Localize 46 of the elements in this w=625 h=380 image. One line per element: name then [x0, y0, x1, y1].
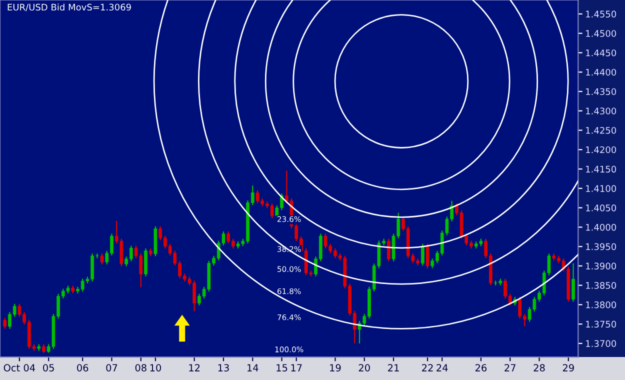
candlestick	[144, 248, 148, 277]
x-tick-label: 07	[106, 364, 118, 372]
x-tick-label: 15	[276, 364, 288, 372]
candlestick	[386, 238, 390, 262]
x-tick-label: 26	[475, 364, 487, 372]
y-tick-label: 1.4000	[586, 224, 616, 231]
y-tick-label: 1.3850	[586, 282, 616, 289]
y-tick-label: 1.4050	[586, 204, 616, 212]
x-tick-label: 17	[291, 364, 302, 372]
x-tick-label: 24	[436, 364, 448, 372]
y-tick-label: 1.3950	[586, 243, 616, 250]
y-tick-label: 1.4450	[586, 49, 616, 56]
x-tick-label: 13	[218, 364, 229, 372]
candlestick	[426, 243, 430, 269]
y-tick-label: 1.4500	[586, 30, 616, 37]
x-tick-label: 20	[358, 364, 370, 372]
x-tick-label: 22	[422, 364, 433, 372]
candlestick	[3, 317, 7, 330]
y-tick-label: 1.4550	[586, 10, 616, 18]
candlestick	[420, 243, 424, 266]
x-tick-label: Oct 04	[4, 364, 36, 372]
x-tick-label: 06	[77, 364, 88, 372]
y-tick-label: 1.3800	[586, 301, 616, 308]
x-tick-label: 29	[562, 364, 574, 372]
x-tick-label: 10	[150, 364, 161, 372]
chart-title: EUR/USD Bid MovS=1.3069	[8, 4, 131, 12]
y-tick-label: 1.4300	[586, 108, 616, 114]
candlestick	[572, 262, 575, 302]
y-tick-label: 1.4100	[586, 185, 616, 192]
y-tick-label: 1.4250	[586, 126, 616, 134]
y-tick-label: 1.4400	[586, 68, 616, 76]
x-tick-label: 05	[43, 364, 54, 372]
candlestick	[100, 252, 104, 265]
y-tick-label: 1.3700	[586, 340, 616, 347]
x-tick-label: 28	[534, 364, 545, 372]
y-tick-label: 1.4150	[586, 166, 616, 173]
y-tick-label: 1.4350	[586, 88, 616, 96]
x-tick-label: 08	[135, 364, 146, 372]
x-tick-label: 19	[330, 364, 341, 372]
y-tick-label: 1.4200	[586, 146, 616, 154]
x-tick-label: 12	[189, 364, 200, 372]
x-tick-label: 14	[248, 364, 258, 372]
y-tick-label: 1.3900	[586, 262, 616, 270]
x-tick-label: 21	[388, 364, 399, 372]
x-tick-label: 27	[504, 364, 516, 372]
y-tick-label: 1.3750	[586, 320, 616, 328]
